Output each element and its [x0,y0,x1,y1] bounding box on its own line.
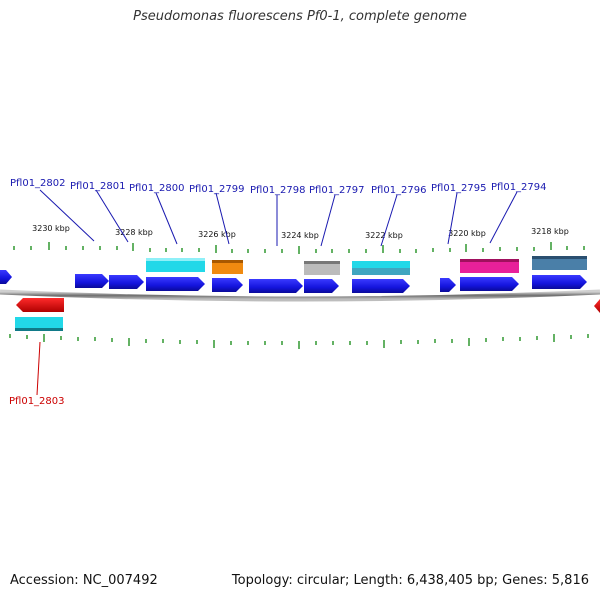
cds-arrow-pfl01-2796[interactable] [352,279,410,293]
upper-tick-row [13,242,585,254]
topology-summary: Topology: circular; Length: 6,438,405 bp… [231,573,589,588]
cds-arrow-pfl01-2801[interactable] [109,275,144,289]
cds-arrow-pfl01-2795[interactable] [440,278,456,292]
gene-label-pfl01-2796[interactable]: Pfl01_2796 [371,185,427,196]
feature-box-steel-2796[interactable] [352,268,410,275]
gene-label-leader-2803 [36,341,41,396]
gene-label-pfl01-2799[interactable]: Pfl01_2799 [189,184,245,195]
cds-arrow-next[interactable] [532,275,587,289]
cds-arrow-pfl01-2797[interactable] [304,279,339,293]
feature-box-orange-2799[interactable] [212,260,243,274]
feature-box-cyan-2800[interactable] [146,258,205,272]
genome-backbone [0,289,600,302]
cds-arrow-reverse-right-partial[interactable] [594,299,600,313]
gene-label-pfl01-2798[interactable]: Pfl01_2798 [250,185,306,196]
cds-arrow-partial-left[interactable] [0,270,12,284]
tick-label-3218: 3218 kbp [531,227,569,236]
accession-text: Accession: NC_007492 [10,573,158,588]
gene-label-pfl01-2800[interactable]: Pfl01_2800 [129,183,185,194]
feature-box-magenta-2794[interactable] [460,259,519,273]
gene-label-pfl01-2802[interactable]: Pfl01_2802 [10,178,66,189]
tick-label-3224: 3224 kbp [281,231,319,240]
feature-box-gray-2797[interactable] [304,261,340,275]
cds-arrow-pfl01-2802[interactable] [75,274,109,288]
reverse-cds-track [15,298,600,331]
lower-tick-row [9,334,589,349]
cds-arrow-pfl01-2798[interactable] [249,279,303,293]
gene-label-pfl01-2801[interactable]: Pfl01_2801 [70,181,126,192]
tick-label-3226: 3226 kbp [198,230,236,239]
gene-label-pfl01-2797[interactable]: Pfl01_2797 [309,185,365,196]
gene-label-pfl01-2794[interactable]: Pfl01_2794 [491,182,547,193]
tick-label-3230: 3230 kbp [32,224,70,233]
map-title: Pseudomonas fluorescens Pf0-1, complete … [133,9,467,24]
feature-box-steel-next[interactable] [532,256,587,270]
cds-arrow-pfl01-2803[interactable] [16,298,64,312]
forward-cds-track [0,270,587,293]
tick-label-3220: 3220 kbp [448,229,486,238]
cds-arrow-pfl01-2799[interactable] [212,278,243,292]
forward-feature-track [146,256,587,275]
cds-arrow-pfl01-2794[interactable] [460,277,519,291]
gene-labels: Pfl01_2802 Pfl01_2801 Pfl01_2800 Pfl01_2… [10,178,547,196]
gene-label-pfl01-2795[interactable]: Pfl01_2795 [431,183,487,194]
tick-label-3228: 3228 kbp [115,228,153,237]
cds-arrow-pfl01-2800[interactable] [146,277,205,291]
feature-box-cyan-2803[interactable] [15,317,63,331]
gene-label-pfl01-2803[interactable]: Pfl01_2803 [9,396,65,407]
feature-box-cyan-2796[interactable] [352,261,410,269]
gene-label-leaders [39,189,518,247]
